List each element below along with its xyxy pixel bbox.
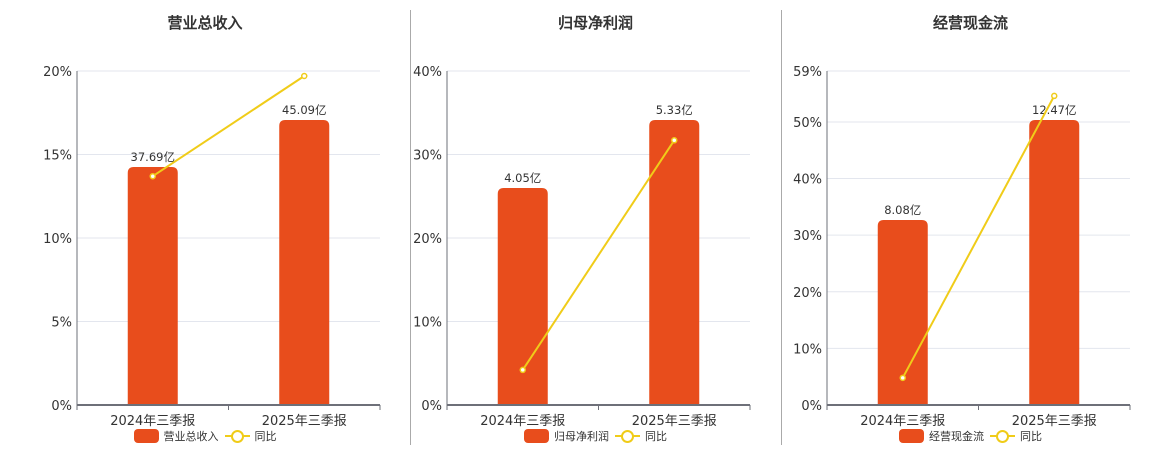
chart-panel-revenue: 营业总收入 0% 5% 10% 15% 20% 37.69亿 2024年三季报 45.09亿 2… <box>0 0 410 450</box>
bar[interactable] <box>279 120 330 405</box>
chart-title: 经营现金流 <box>932 14 1008 32</box>
y-tick-label: 30% <box>413 149 442 164</box>
x-category-label: 2025年三季报 <box>1012 414 1097 429</box>
bar-swatch-icon <box>133 429 159 443</box>
line-marker-icon <box>990 429 1015 443</box>
yoy-point[interactable] <box>899 374 906 382</box>
bar-swatch-icon <box>899 429 924 443</box>
chart-plot: 0% 5% 10% 15% 20% 37.69亿 2024年三季报 45.09亿 2025年三季… <box>43 65 381 429</box>
yoy-point[interactable] <box>301 72 308 80</box>
legend-item-bar[interactable]: 归母净利润 <box>524 428 609 444</box>
legend-label: 同比 <box>254 430 277 443</box>
y-tick-label: 0% <box>801 399 822 414</box>
x-category-label: 2024年三季报 <box>110 414 195 429</box>
x-category-label: 2024年三季报 <box>480 414 565 429</box>
x-category-label: 2025年三季报 <box>632 414 717 429</box>
legend-label: 同比 <box>1020 430 1042 443</box>
chart-plot: 0% 10% 20% 30% 40% 50% 59% 8.08亿 2024年三季报 12.47亿 2… <box>793 65 1131 429</box>
yoy-point[interactable] <box>149 172 156 180</box>
bar[interactable] <box>649 120 700 405</box>
bar-value-label: 4.05亿 <box>504 171 541 185</box>
legend-item-bar[interactable]: 营业总收入 <box>133 428 219 444</box>
legend-item-bar[interactable]: 经营现金流 <box>899 428 984 444</box>
bar[interactable] <box>127 167 178 405</box>
legend-label: 经营现金流 <box>929 430 984 443</box>
bar-value-label: 8.08亿 <box>884 203 921 217</box>
chart-panel-operating-cashflow: 经营现金流 0% 10% 20% 30% 40% 50% 59% 8.08亿 2024年三季报 1… <box>781 0 1160 450</box>
y-tick-label: 5% <box>51 316 72 331</box>
bar-value-label: 5.33亿 <box>656 103 693 117</box>
y-tick-label: 20% <box>793 286 822 301</box>
bar[interactable] <box>1029 120 1080 405</box>
panel-divider-2 <box>781 10 782 445</box>
y-tick-label: 0% <box>51 399 72 414</box>
y-tick-label: 20% <box>413 232 442 247</box>
yoy-point[interactable] <box>519 366 526 374</box>
yoy-line <box>521 139 676 371</box>
y-tick-label: 15% <box>43 149 72 164</box>
y-tick-label: 10% <box>43 232 72 247</box>
chart-panel-net-profit: 归母净利润 0% 10% 20% 30% 40% 4.05亿 2024年三季报 5.33亿 20… <box>410 0 781 450</box>
yoy-line <box>152 75 305 178</box>
y-tick-label: 50% <box>793 116 822 131</box>
bar[interactable] <box>877 220 928 405</box>
y-tick-label: 20% <box>43 65 72 80</box>
bar-value-label: 37.69亿 <box>131 150 175 164</box>
legend-label: 营业总收入 <box>163 430 219 443</box>
y-tick-label: 40% <box>793 173 822 188</box>
y-tick-label: 10% <box>793 342 822 357</box>
yoy-point[interactable] <box>1051 92 1058 100</box>
y-tick-label: 30% <box>793 229 822 244</box>
legend-label: 同比 <box>645 430 667 443</box>
legend-item-line[interactable]: 同比 <box>990 428 1042 444</box>
legend-item-line[interactable]: 同比 <box>224 428 277 444</box>
chart-plot: 0% 10% 20% 30% 40% 4.05亿 2024年三季报 5.33亿 2025年三季报 <box>413 65 751 429</box>
line-marker-icon <box>615 429 640 443</box>
y-tick-label: 0% <box>421 399 442 414</box>
line-marker-icon <box>224 429 250 443</box>
chart-legend: 营业总收入 同比 <box>0 428 410 444</box>
bar-value-label: 12.47亿 <box>1032 103 1076 117</box>
legend-item-line[interactable]: 同比 <box>615 428 667 444</box>
chart-title: 营业总收入 <box>167 14 243 32</box>
chart-legend: 归母净利润 同比 <box>410 428 781 444</box>
panel-divider-1 <box>410 10 411 445</box>
bar-swatch-icon <box>524 429 549 443</box>
y-tick-label: 40% <box>413 65 442 80</box>
bar-value-label: 45.09亿 <box>282 103 326 117</box>
x-category-label: 2025年三季报 <box>262 414 347 429</box>
y-tick-label: 59% <box>793 65 822 80</box>
legend-label: 归母净利润 <box>554 430 609 443</box>
y-tick-label: 10% <box>413 316 442 331</box>
x-category-label: 2024年三季报 <box>860 414 945 429</box>
chart-title: 归母净利润 <box>557 14 633 32</box>
yoy-line <box>901 95 1056 379</box>
yoy-point[interactable] <box>671 137 678 144</box>
chart-legend: 经营现金流 同比 <box>781 428 1160 444</box>
